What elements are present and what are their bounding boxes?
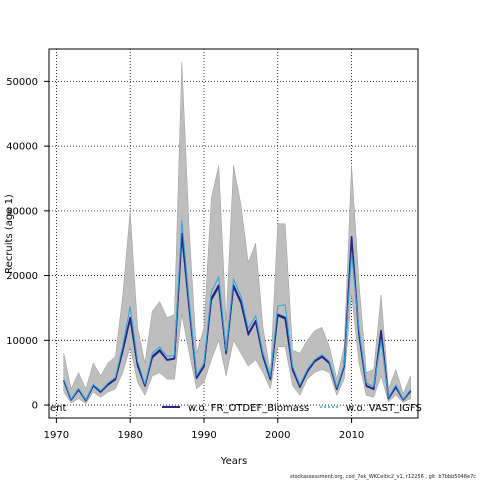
y-tick-label-2: 20000 bbox=[6, 271, 38, 282]
legend-label-vast-igfs: w.o. VAST_IGFS bbox=[346, 403, 422, 414]
confidence-band bbox=[63, 61, 411, 405]
y-tick-label-4: 40000 bbox=[6, 142, 38, 153]
x-axis-title: Years bbox=[220, 456, 247, 467]
x-tick-label-1: 1980 bbox=[117, 430, 142, 441]
y-tick-label-5: 50000 bbox=[6, 77, 38, 88]
confidence-band-group bbox=[63, 61, 411, 405]
y-axis-ticks: 0 10000 20000 30000 40000 50000 bbox=[6, 77, 49, 412]
series-line-fr-otdef bbox=[63, 236, 412, 402]
x-tick-label-3: 2000 bbox=[265, 430, 290, 441]
y-tick-label-1: 10000 bbox=[6, 336, 38, 347]
x-axis-ticks: 1970 1980 1990 2000 2010 bbox=[44, 418, 364, 441]
x-tick-label-4: 2010 bbox=[339, 430, 364, 441]
series-line-vast-igfs bbox=[63, 220, 412, 401]
y-tick-label-0: 0 bbox=[32, 401, 38, 412]
legend: ent w.o. FR_OTDEF_Biomass w.o. VAST_IGFS bbox=[50, 403, 422, 414]
series-lines-group bbox=[63, 220, 412, 402]
y-axis-title: Recruits (age 1) bbox=[4, 194, 15, 274]
y-tick-label-3: 30000 bbox=[6, 206, 38, 217]
legend-label-entry-0: ent bbox=[50, 403, 66, 414]
footer-note: stockassessment.org, cod_7ek_WKCeltic2_v… bbox=[290, 474, 476, 480]
legend-label-fr-otdef: w.o. FR_OTDEF_Biomass bbox=[188, 403, 309, 414]
plot-frame bbox=[48, 48, 419, 419]
x-tick-label-2: 1990 bbox=[191, 430, 216, 441]
x-tick-label-0: 1970 bbox=[44, 430, 69, 441]
